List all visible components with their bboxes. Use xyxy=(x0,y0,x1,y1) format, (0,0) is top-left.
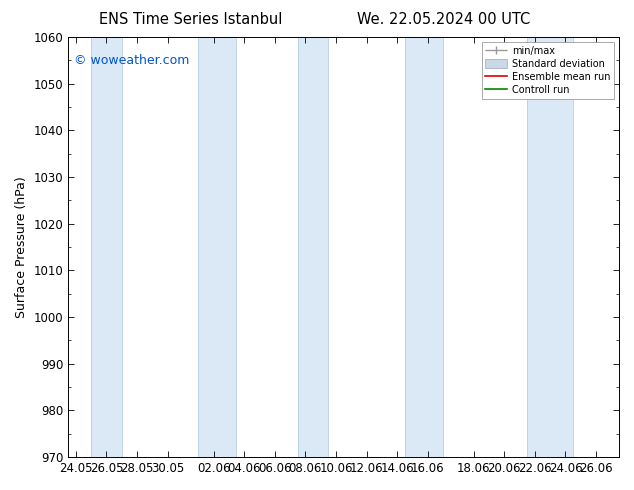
Text: © woweather.com: © woweather.com xyxy=(74,54,189,67)
Bar xyxy=(298,37,328,457)
Y-axis label: Surface Pressure (hPa): Surface Pressure (hPa) xyxy=(15,176,28,318)
Bar xyxy=(91,37,122,457)
Bar xyxy=(527,37,573,457)
Text: We. 22.05.2024 00 UTC: We. 22.05.2024 00 UTC xyxy=(357,12,531,27)
Bar xyxy=(198,37,236,457)
Bar xyxy=(404,37,443,457)
Text: ENS Time Series Istanbul: ENS Time Series Istanbul xyxy=(98,12,282,27)
Legend: min/max, Standard deviation, Ensemble mean run, Controll run: min/max, Standard deviation, Ensemble me… xyxy=(482,42,614,98)
